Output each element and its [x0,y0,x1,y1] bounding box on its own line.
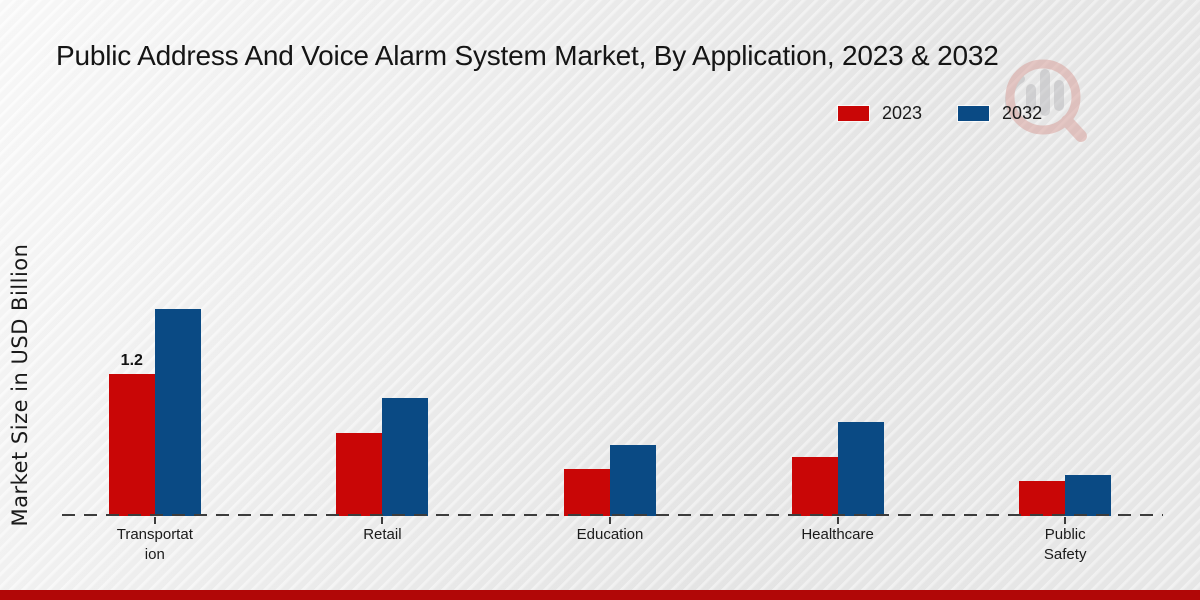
x-axis-tick [836,517,839,524]
x-axis-tick [153,517,156,524]
chart-title: Public Address And Voice Alarm System Ma… [56,40,999,71]
legend: 2023 2032 [838,103,1042,124]
legend-swatch-2023 [838,106,869,121]
bar-2023-education [563,469,610,516]
market-research-logo-icon [1005,59,1087,142]
bar-2023-retail [336,433,383,516]
bar-2023-public-safety [1019,481,1066,516]
x-axis-tick [381,517,384,524]
category-label-public-safety: Public Safety [1043,526,1087,564]
category-label-retail: Retail [363,526,402,543]
legend-swatch-2032 [958,106,990,121]
bar-2032-transportation [154,309,201,516]
legend-label-2023: 2023 [882,103,923,123]
x-axis-tick [1064,517,1067,524]
legend-item-2023: 2023 [838,103,922,124]
bar-2023-healthcare [791,457,838,516]
bar-2023-transportation [108,374,155,516]
category-label-education: Education [576,526,644,543]
bar-2032-healthcare [837,422,884,516]
category-group-healthcare: Healthcare [724,0,952,543]
legend-item-2032: 2032 [958,103,1042,124]
x-axis-baseline [62,514,1163,516]
bar-2032-retail [382,398,429,516]
bar-value-label: 1.2 [120,352,143,369]
plot-area: 1.2 Transportat ion Retail Education Healthc… [41,0,1179,563]
legend-label-2032: 2032 [1002,103,1043,123]
category-group-education: Education [496,0,724,543]
category-label-healthcare: Healthcare [801,526,874,543]
bar-2032-education [609,445,656,516]
x-axis-tick [608,517,611,524]
category-group-retail: Retail [269,0,497,543]
bar-2032-public-safety [1065,475,1112,516]
footer-accent-bar [0,590,1200,600]
y-axis-label: Market Size in USD Billion [8,243,32,527]
category-group-transportation: 1.2 Transportat ion [41,0,269,563]
category-label-transportation: Transportat ion [116,526,193,564]
category-group-public-safety: Public Safety [951,0,1179,563]
